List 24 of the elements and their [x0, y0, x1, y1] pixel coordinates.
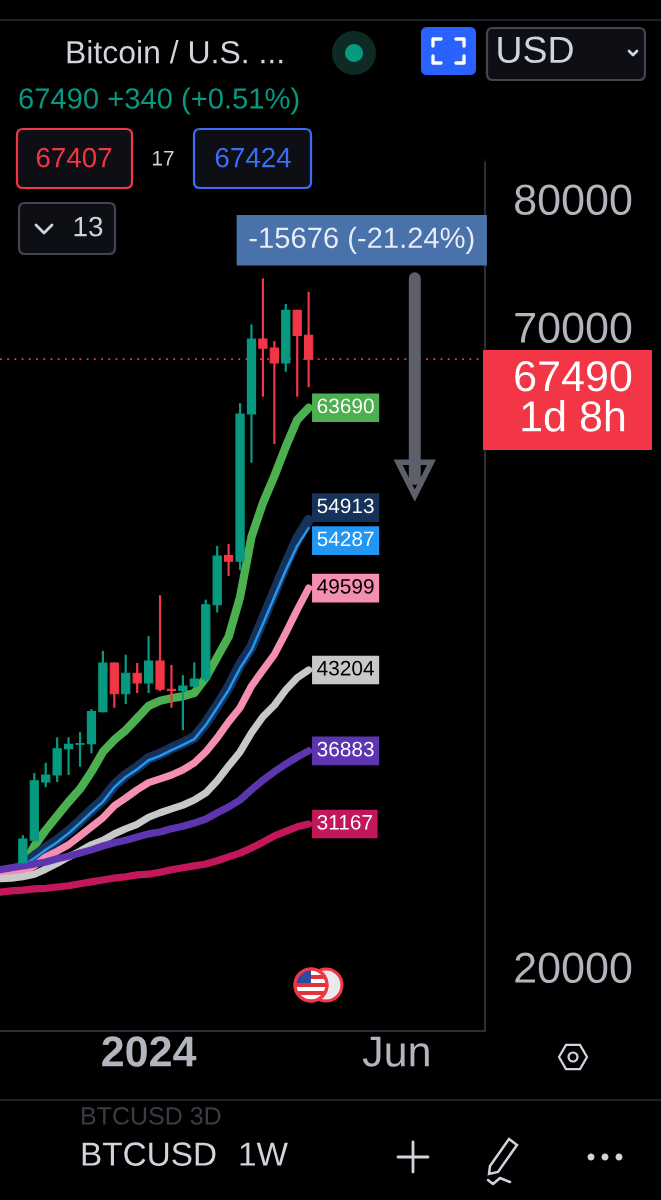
text: 1W	[240, 1142, 288, 1166]
annotation: 13	[74, 216, 103, 237]
data-label: 63690	[317, 398, 374, 414]
data-label: 49599	[317, 578, 374, 594]
data-label: 54913	[317, 498, 374, 514]
y-tick-label: 80000	[515, 184, 632, 216]
chart-subtitle: 67490 +340 (+0.51%)	[19, 87, 299, 115]
x-tick-label: Jun	[362, 1036, 429, 1067]
annotation: 17	[153, 151, 174, 166]
data-label: 36883	[317, 741, 374, 757]
text: -15676 (-21.24%)	[249, 226, 474, 254]
annotation: 67424	[215, 147, 291, 168]
text: BTCUSD 3D	[82, 1107, 221, 1125]
data-label: 31167	[317, 814, 372, 830]
data-label: 43204	[317, 660, 374, 676]
ref-line-label: 67490 1d 8h	[515, 361, 632, 432]
chart-title: Bitcoin / U.S. ...	[67, 40, 283, 64]
y-tick-label: 70000	[515, 312, 632, 344]
text: BTCUSD	[82, 1142, 216, 1166]
y-tick-label: 20000	[515, 952, 632, 984]
data-label: 54287	[317, 531, 374, 547]
text: USD	[498, 36, 573, 64]
x-tick-label: 2024	[102, 1036, 197, 1067]
annotation: 67407	[36, 147, 112, 168]
